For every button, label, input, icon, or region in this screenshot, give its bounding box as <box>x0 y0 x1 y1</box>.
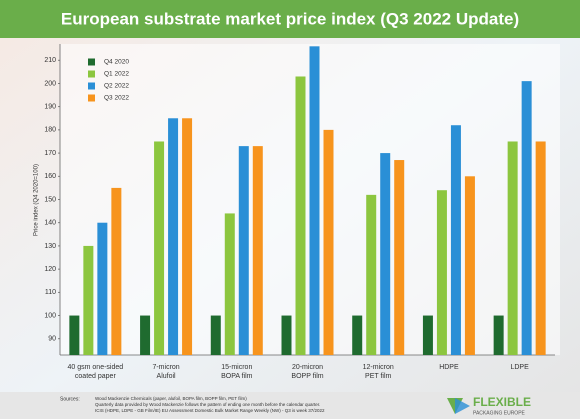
x-tick-label: 40 gsm one-sided <box>68 364 124 371</box>
y-tick-label: 190 <box>44 104 56 111</box>
y-tick-label: 120 <box>44 266 56 273</box>
x-tick-label: 12-micron <box>363 364 394 371</box>
footer-band <box>0 392 580 419</box>
bar <box>182 118 193 356</box>
x-tick-label: LDPE <box>510 364 529 371</box>
x-tick-label: coated paper <box>75 373 117 380</box>
legend-swatch <box>88 58 95 66</box>
bar <box>309 46 320 356</box>
bar <box>352 315 363 355</box>
logo-icon <box>455 398 470 414</box>
bar <box>168 118 179 356</box>
legend-swatch <box>88 82 95 90</box>
y-tick-label: 200 <box>44 80 56 87</box>
x-tick-label: BOPP film <box>291 373 323 380</box>
bar <box>323 129 334 355</box>
footer-label: Sources: <box>60 396 80 402</box>
x-tick-label: 15-micron <box>221 364 252 371</box>
bar <box>422 315 433 355</box>
bar <box>380 153 391 355</box>
bar <box>366 194 377 355</box>
bar <box>111 187 122 355</box>
bar <box>464 176 475 355</box>
bar <box>394 160 405 355</box>
bar <box>83 245 94 355</box>
x-tick-label: 7-micron <box>152 364 179 371</box>
bar <box>493 315 504 355</box>
logo-name: FLEXIBLE <box>473 395 531 409</box>
x-tick-label: BOPA film <box>221 373 253 380</box>
title-band <box>0 0 580 38</box>
x-tick-label: 20-micron <box>292 364 323 371</box>
x-tick-label: HDPE <box>439 364 459 371</box>
bar <box>281 315 292 355</box>
y-tick-label: 140 <box>44 220 56 227</box>
bar <box>252 146 263 355</box>
legend-swatch <box>88 70 95 78</box>
y-tick-label: 130 <box>44 243 56 250</box>
bar <box>210 315 221 355</box>
bar <box>140 315 151 355</box>
x-tick-label: Alufoil <box>157 373 177 380</box>
y-tick-label: 110 <box>45 289 56 296</box>
bar <box>154 141 165 355</box>
y-tick-label: 160 <box>44 173 56 180</box>
footer-line: ICIS (HDPE, LDPE - GB Film/IE) EU Assess… <box>95 408 325 413</box>
bar <box>295 76 306 355</box>
legend-swatch <box>88 94 95 102</box>
legend-label: Q1 2022 <box>104 71 129 78</box>
legend-label: Q4 2020 <box>104 59 129 66</box>
y-tick-label: 150 <box>44 196 56 203</box>
logo-sub: PACKAGING EUROPE <box>473 410 526 416</box>
bar <box>97 222 108 355</box>
y-tick-label: 210 <box>44 57 56 64</box>
legend-label: Q3 2022 <box>104 95 129 102</box>
legend-label: Q2 2022 <box>104 83 129 90</box>
bar <box>69 315 80 355</box>
y-tick-label: 100 <box>44 312 56 319</box>
y-tick-label: 170 <box>44 150 56 157</box>
y-tick-label: 180 <box>44 127 56 134</box>
bar <box>436 190 447 355</box>
footer-line: Quarterly data provided by Wood Mackenzi… <box>95 402 320 407</box>
bar <box>224 213 235 355</box>
bar <box>521 81 532 355</box>
chart-title: European substrate market price index (Q… <box>61 9 519 28</box>
x-tick-label: PET film <box>365 373 391 380</box>
bar <box>450 125 461 355</box>
bar <box>507 141 518 355</box>
y-tick-label: 90 <box>48 336 56 343</box>
bar <box>535 141 546 355</box>
footer-line: Wood Mackenzie Chemicals (paper, alufoil… <box>95 396 247 401</box>
bar <box>238 146 249 355</box>
y-axis-title: Price index (Q4 2020=100) <box>34 164 40 236</box>
